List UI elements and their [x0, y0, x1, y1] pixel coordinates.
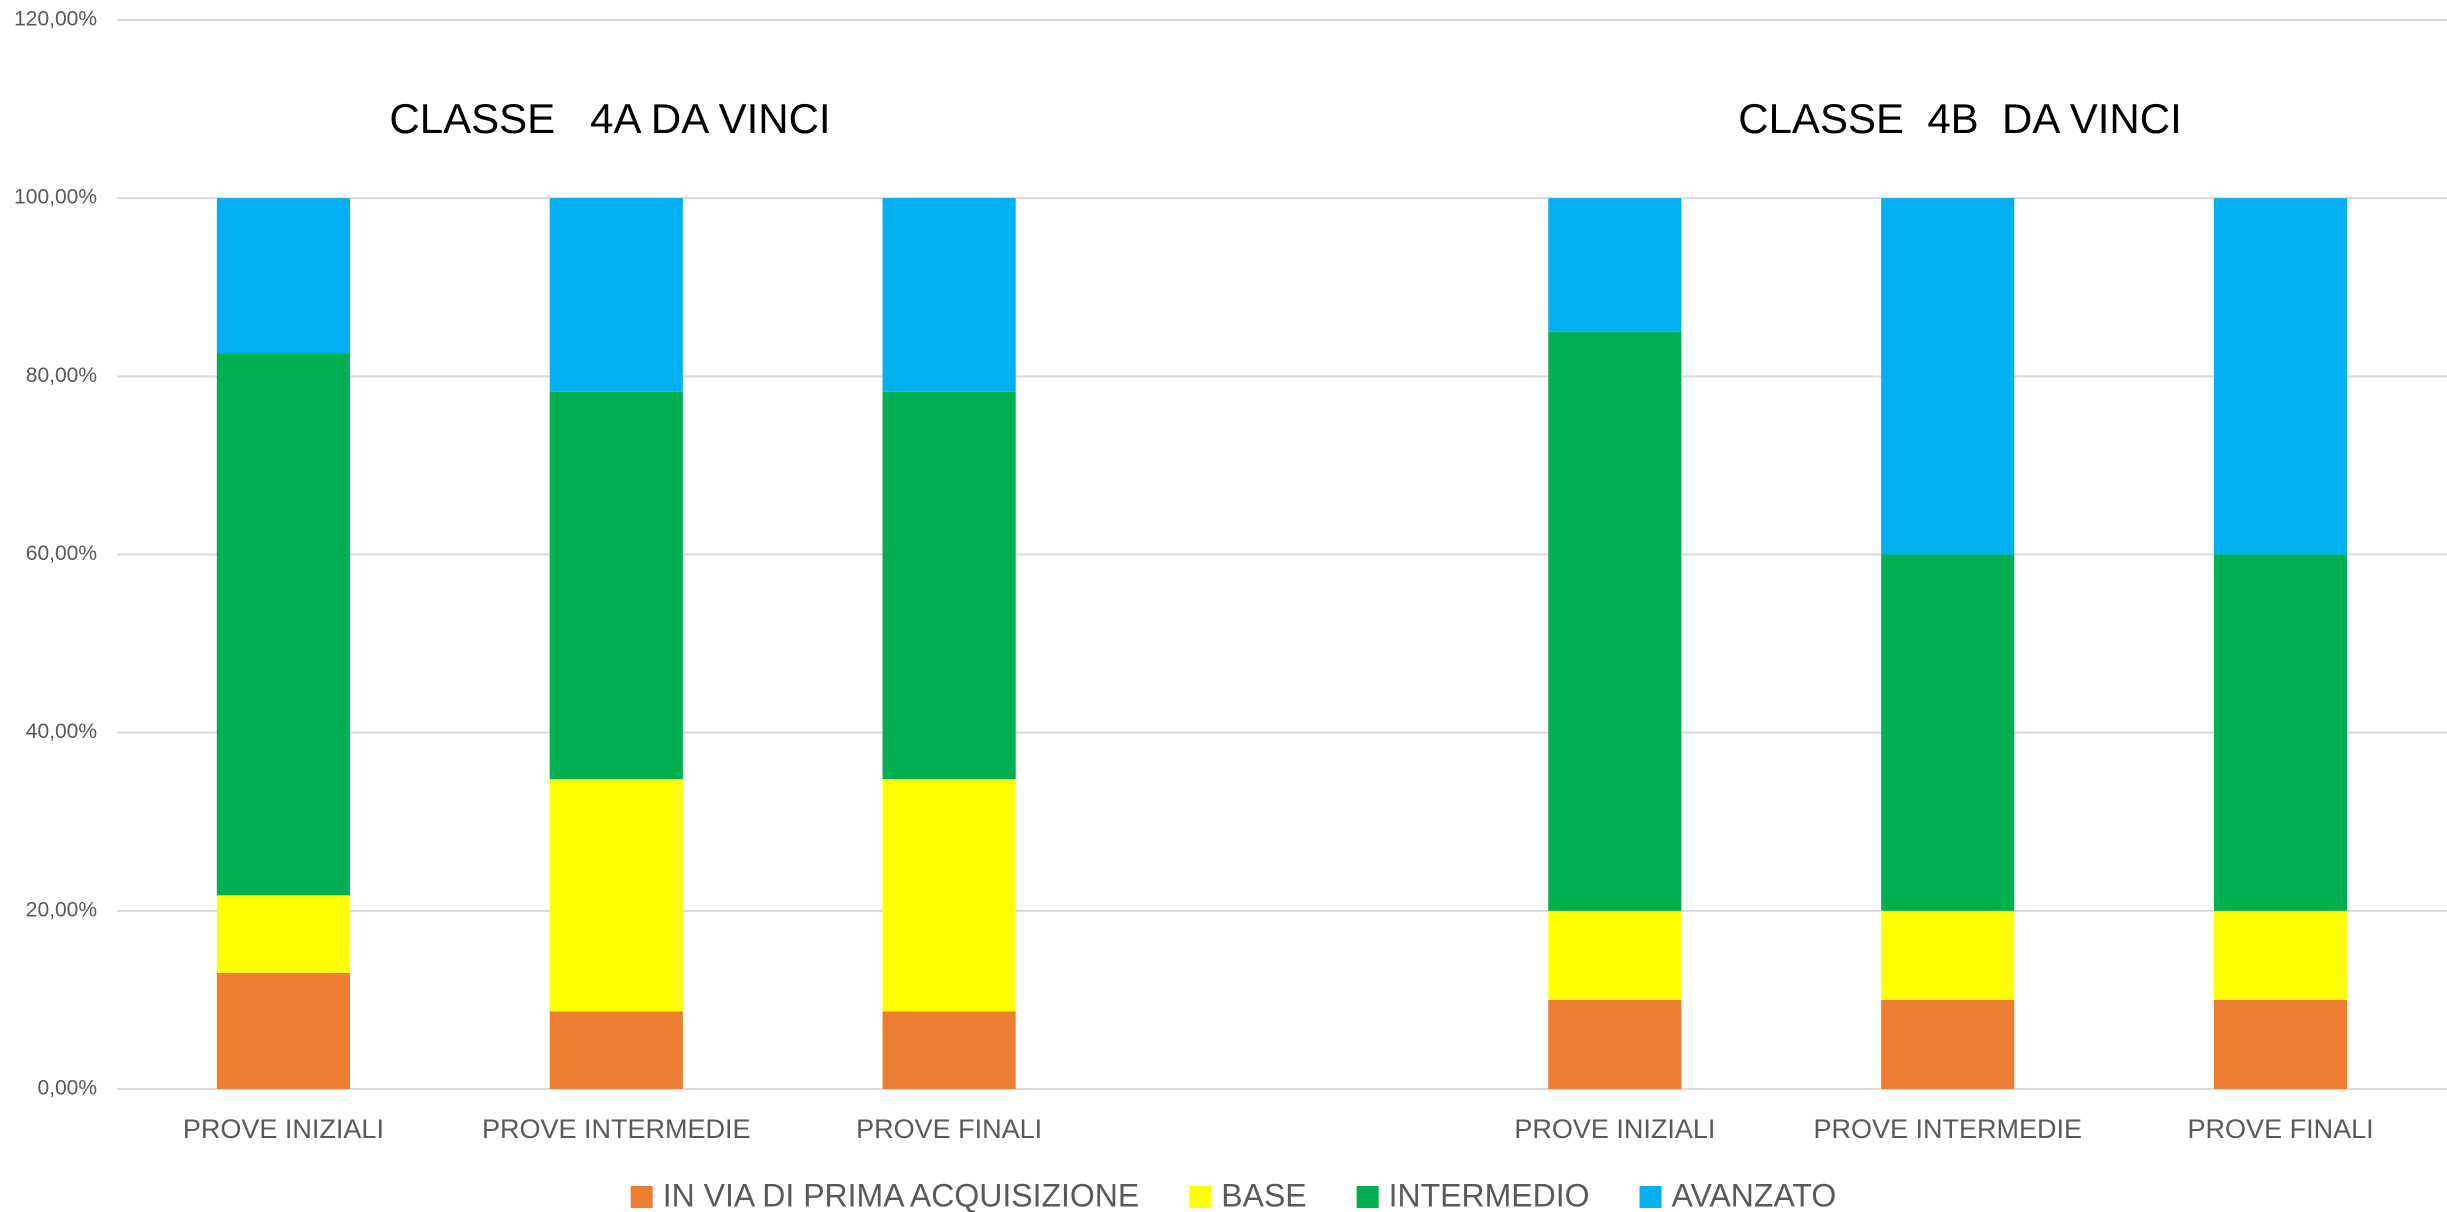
bar-segment — [1881, 910, 2015, 1000]
bar-segment — [2214, 910, 2348, 1000]
legend-swatch — [1356, 1186, 1379, 1208]
legend-swatch — [1189, 1186, 1212, 1208]
bar-segment — [1548, 331, 1682, 911]
legend-swatch — [1639, 1186, 1662, 1208]
x-tick-label: PROVE INIZIALI — [183, 1114, 384, 1144]
bar-segment — [1881, 999, 2015, 1089]
bar-segment — [216, 198, 350, 354]
legend-label: IN VIA DI PRIMA ACQUISIZIONE — [663, 1177, 1140, 1212]
bar-segment — [549, 779, 683, 1012]
bar-segment — [2214, 198, 2348, 555]
y-tick-label: 0,00% — [37, 1077, 97, 1100]
chart-title: CLASSE 4A DA VINCI — [389, 95, 830, 142]
bar-segment — [549, 391, 683, 780]
bar-segment — [882, 1011, 1016, 1089]
y-tick-label: 100,00% — [14, 186, 97, 209]
x-tick-label: PROVE INIZIALI — [1514, 1114, 1715, 1144]
bar-segment — [882, 198, 1016, 392]
bar-segment — [549, 198, 683, 392]
legend-label: INTERMEDIO — [1389, 1177, 1590, 1212]
bar-segment — [882, 779, 1016, 1012]
bar-segment — [1881, 198, 2015, 555]
x-tick-label: PROVE INTERMEDIE — [1813, 1114, 2082, 1144]
bar-segment — [1881, 554, 2015, 911]
bar-segment — [216, 972, 350, 1089]
y-tick-label: 20,00% — [26, 898, 97, 921]
bar-segment — [549, 1011, 683, 1089]
bar-segment — [1548, 910, 1682, 1000]
chart-title: CLASSE 4B DA VINCI — [1738, 95, 2182, 142]
bar-segment — [2214, 999, 2348, 1089]
bar-segment — [1548, 198, 1682, 332]
bar-segment — [882, 391, 1016, 780]
x-tick-label: PROVE FINALI — [856, 1114, 1042, 1144]
y-tick-label: 120,00% — [14, 8, 97, 31]
legend-label: AVANZATO — [1672, 1177, 1837, 1212]
bar-segment — [216, 895, 350, 973]
y-tick-label: 40,00% — [26, 720, 97, 743]
y-tick-label: 60,00% — [26, 542, 97, 565]
legend-swatch — [630, 1186, 653, 1208]
y-tick-label: 80,00% — [26, 364, 97, 387]
x-tick-label: PROVE FINALI — [2188, 1114, 2374, 1144]
bar-segment — [216, 353, 350, 896]
bar-segment — [1548, 999, 1682, 1089]
bar-segment — [2214, 554, 2348, 911]
x-tick-label: PROVE INTERMEDIE — [482, 1114, 751, 1144]
legend-label: BASE — [1221, 1177, 1306, 1212]
